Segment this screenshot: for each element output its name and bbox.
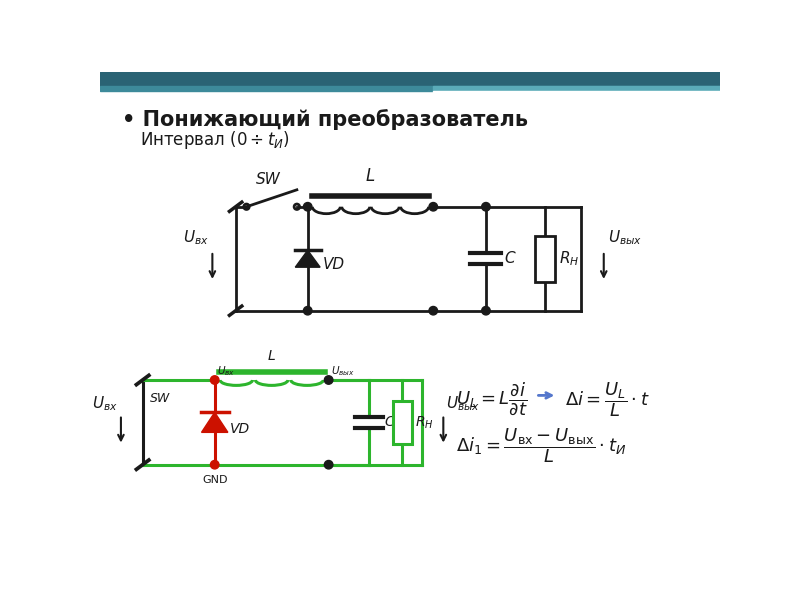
Circle shape: [482, 203, 490, 211]
Text: GND: GND: [202, 475, 227, 485]
Circle shape: [324, 376, 333, 384]
Text: $U_L = L\dfrac{\partial i}{\partial t}$: $U_L = L\dfrac{\partial i}{\partial t}$: [457, 380, 528, 417]
Bar: [393, 401, 411, 443]
Polygon shape: [202, 412, 228, 433]
Text: VD: VD: [323, 257, 346, 272]
Text: $U_{вых}$: $U_{вых}$: [608, 229, 642, 247]
Circle shape: [210, 460, 219, 469]
Bar: [434, 86, 720, 91]
Text: C: C: [385, 415, 394, 430]
Text: $U_{вых}$: $U_{вых}$: [446, 394, 481, 413]
Circle shape: [482, 307, 490, 315]
Text: • Понижающий преобразователь: • Понижающий преобразователь: [122, 109, 528, 130]
Text: SW: SW: [150, 392, 170, 406]
Polygon shape: [295, 250, 320, 267]
Bar: [534, 236, 555, 282]
Text: C: C: [505, 251, 515, 266]
Text: $U_{вх}$: $U_{вх}$: [182, 229, 209, 247]
Circle shape: [324, 460, 333, 469]
Text: $R_H$: $R_H$: [415, 414, 434, 431]
Text: $U_{вых}$: $U_{вых}$: [331, 364, 355, 377]
Circle shape: [303, 203, 312, 211]
Text: L: L: [268, 349, 275, 363]
Circle shape: [210, 376, 219, 384]
Text: Интервал $(0 \div t_\mathit{И})$: Интервал $(0 \div t_\mathit{И})$: [140, 129, 290, 151]
Text: $R_H$: $R_H$: [558, 250, 579, 268]
Text: VD: VD: [230, 422, 250, 436]
Circle shape: [429, 203, 438, 211]
Text: $U_{вх}$: $U_{вх}$: [217, 364, 235, 377]
Circle shape: [429, 307, 438, 315]
Text: $\Delta i_1 = \dfrac{U_{\mathrm{вх}} - U_{\mathrm{вых}}}{L} \cdot t_\mathit{И}$: $\Delta i_1 = \dfrac{U_{\mathrm{вх}} - U…: [457, 426, 626, 465]
Bar: [100, 86, 720, 91]
Circle shape: [303, 307, 312, 315]
Text: $\Delta i = \dfrac{U_L}{L} \cdot t$: $\Delta i = \dfrac{U_L}{L} \cdot t$: [565, 380, 650, 419]
Text: $U_{вх}$: $U_{вх}$: [92, 394, 118, 413]
Bar: [100, 72, 720, 86]
Bar: [434, 91, 720, 93]
Text: SW: SW: [255, 173, 280, 187]
Text: L: L: [366, 167, 375, 185]
